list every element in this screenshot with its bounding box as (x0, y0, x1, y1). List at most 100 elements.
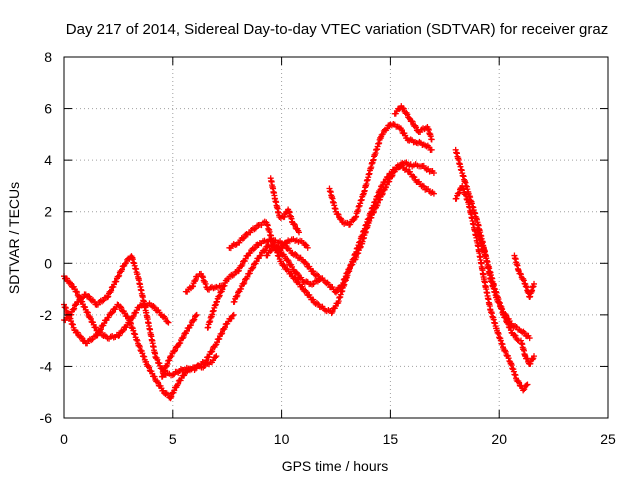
data-point (179, 335, 186, 342)
data-point (244, 273, 251, 280)
x-tick-label: 20 (491, 431, 507, 447)
y-tick-label: -2 (40, 307, 53, 323)
data-point (262, 246, 269, 253)
data-point (268, 247, 275, 254)
data-point (86, 293, 93, 300)
data-point (175, 380, 182, 387)
data-point (183, 328, 190, 335)
data-point (239, 261, 246, 268)
data-point (155, 379, 162, 386)
data-point (209, 348, 216, 355)
data-point (171, 348, 178, 355)
data-point (291, 222, 298, 229)
y-tick-label: 4 (44, 152, 52, 168)
data-point (299, 283, 306, 290)
series-arc-16 (511, 252, 538, 301)
data-point (264, 252, 271, 259)
data-point (156, 360, 163, 367)
data-point (280, 261, 287, 268)
data-point (335, 211, 342, 218)
data-point (117, 303, 124, 310)
x-tick-label: 0 (60, 431, 68, 447)
data-point (63, 275, 70, 282)
series-arc-8 (230, 242, 324, 305)
data-point (121, 310, 128, 317)
data-point (168, 353, 175, 360)
data-point (119, 266, 126, 273)
data-point (219, 330, 226, 337)
data-point (384, 174, 391, 181)
data-point (87, 315, 94, 322)
data-point (501, 314, 508, 321)
series-arc-15 (474, 226, 522, 344)
chart-title: Day 217 of 2014, Sidereal Day-to-day VTE… (66, 21, 608, 38)
axis-ticks: 0 5 10 15 20 25 -6 -4 -2 0 2 4 6 8 (40, 49, 616, 447)
data-point (296, 229, 303, 236)
data-point (205, 353, 212, 360)
data-point (214, 298, 220, 305)
data-point (191, 316, 198, 323)
data-point (526, 335, 533, 342)
data-point (350, 217, 357, 224)
data-point (67, 280, 74, 287)
data-point (130, 313, 137, 320)
series-arc-9 (263, 236, 311, 259)
data-point (420, 183, 427, 190)
data-point (456, 189, 463, 196)
data-point (517, 270, 524, 277)
data-point (517, 271, 524, 278)
data-point (71, 305, 78, 312)
data-point (177, 339, 184, 346)
data-point (411, 174, 418, 181)
data-point (238, 285, 245, 292)
data-point (118, 304, 125, 311)
data-point (75, 299, 82, 306)
data-point (116, 272, 123, 279)
data-point (419, 182, 426, 189)
y-tick-label: -6 (40, 410, 53, 426)
data-point (302, 241, 309, 248)
data-point (154, 356, 161, 363)
series-arc-11 (326, 121, 435, 228)
plot-border (63, 56, 609, 419)
data-point (521, 329, 528, 336)
data-point (529, 356, 536, 363)
data-point (108, 310, 115, 317)
data-point (511, 331, 518, 338)
data-point (168, 393, 175, 400)
series-arc-14 (452, 183, 531, 394)
data-point (234, 292, 241, 299)
x-tick-label: 5 (169, 431, 177, 447)
data-point (240, 281, 247, 288)
data-point (222, 324, 229, 331)
series-arc-3 (61, 301, 220, 402)
data-point (192, 312, 199, 319)
data-point (121, 260, 128, 267)
data-point (105, 314, 112, 321)
data-point (241, 234, 248, 241)
data-point (239, 235, 246, 242)
data-point (347, 221, 354, 228)
data-point (384, 125, 391, 132)
data-point (158, 365, 165, 372)
series-arc-10 (267, 175, 303, 236)
data-point (520, 387, 527, 394)
data-point (512, 332, 519, 339)
data-marks (61, 103, 538, 402)
data-point (406, 114, 413, 121)
data-point (408, 118, 415, 125)
data-point (113, 278, 120, 285)
data-point (104, 294, 111, 301)
data-point (120, 327, 127, 334)
series-arc-4 (158, 311, 200, 380)
data-point (303, 260, 310, 267)
data-point (392, 110, 399, 117)
data-point (202, 280, 209, 287)
data-point (213, 353, 220, 360)
data-point (115, 273, 122, 280)
data-point (212, 354, 219, 361)
data-point (253, 258, 260, 265)
y-axis-label: SDTVAR / TECUs (6, 182, 22, 294)
data-point (84, 309, 91, 316)
data-point (229, 312, 236, 319)
